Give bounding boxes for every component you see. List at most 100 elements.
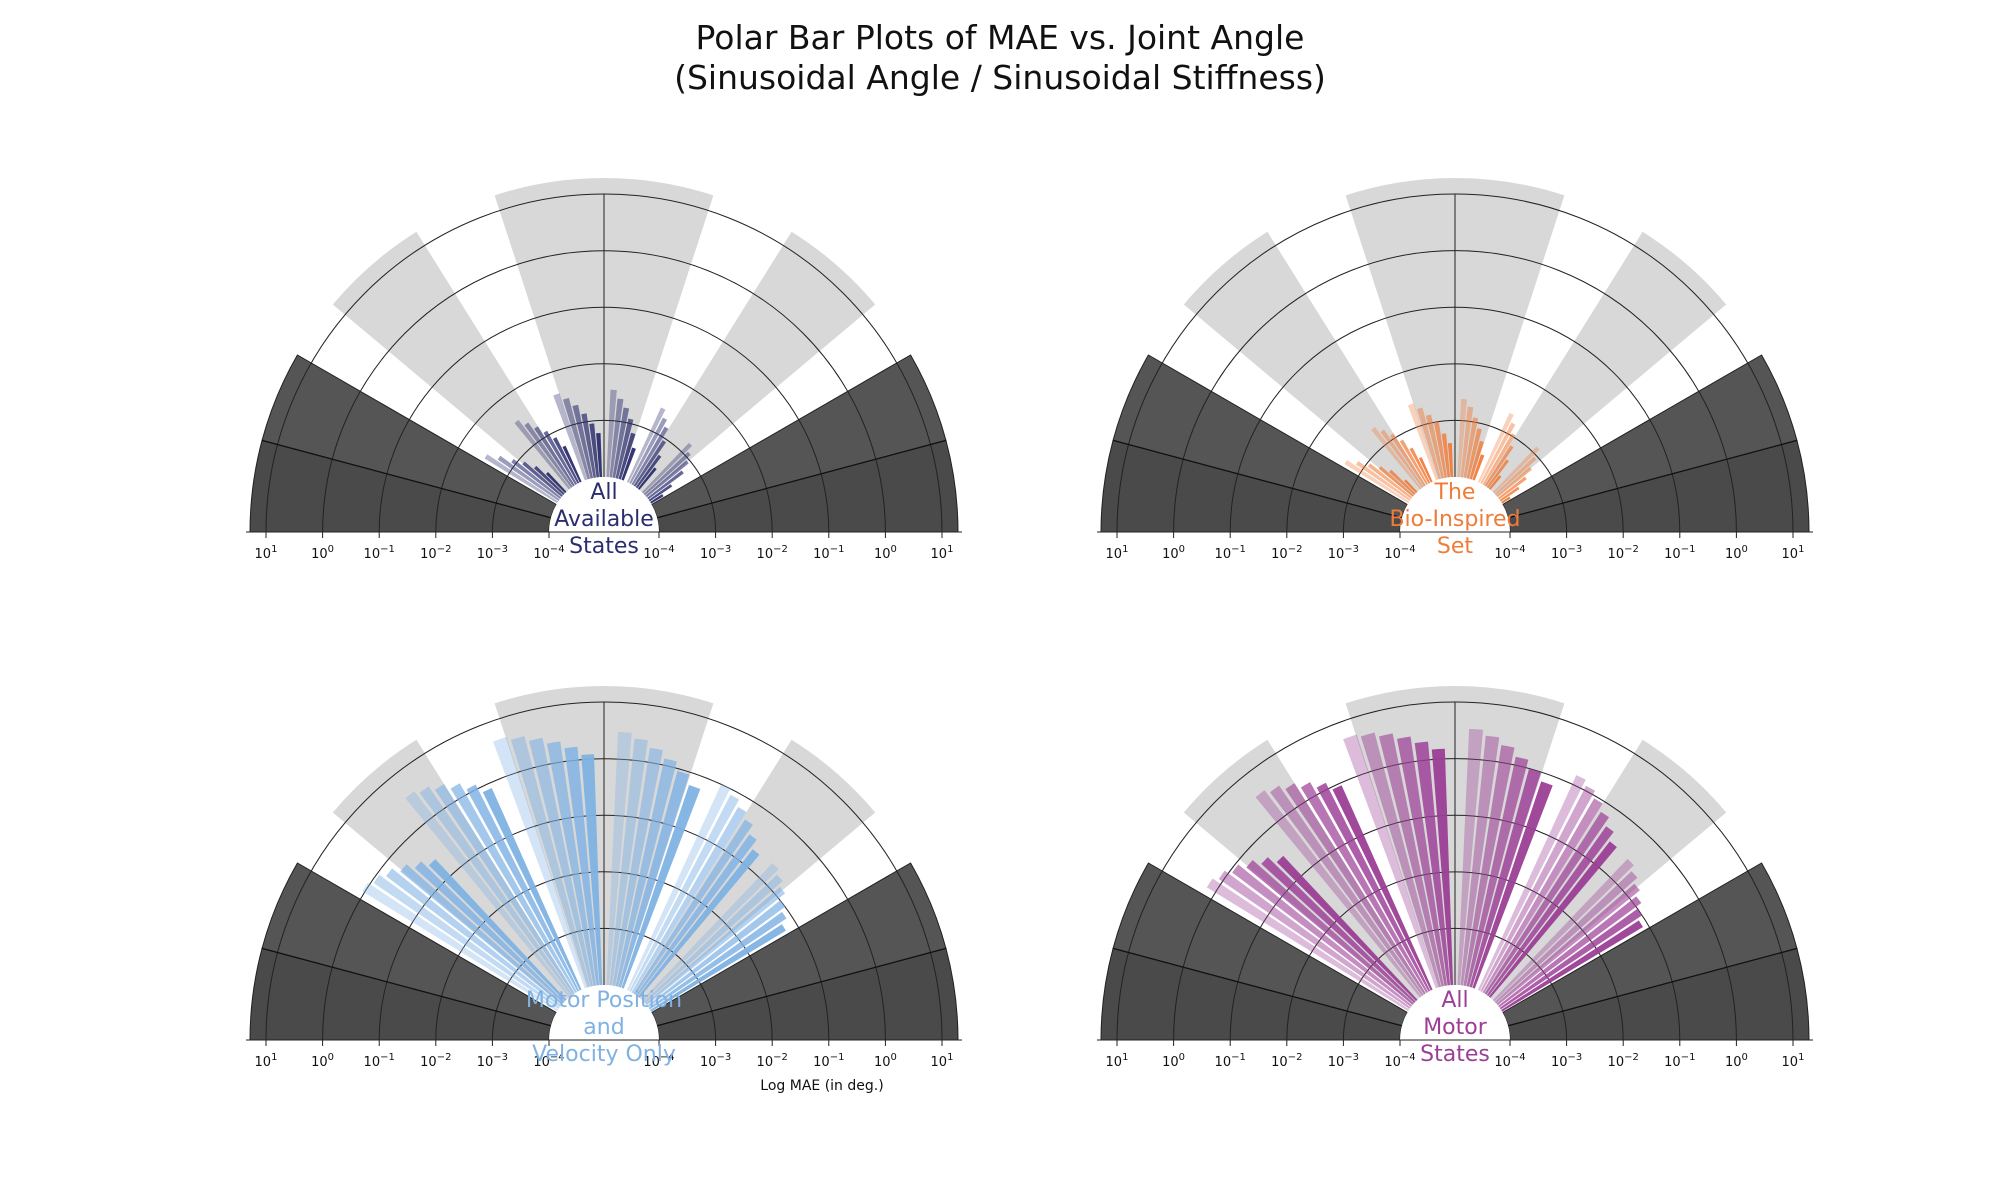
polar-bar	[1425, 414, 1445, 479]
polar-bar	[1409, 447, 1431, 484]
sector-divider	[261, 947, 552, 1027]
tick-label: 10−3	[477, 544, 508, 562]
polar-bar	[1496, 883, 1640, 1006]
figure-title-line1: Polar Bar Plots of MAE vs. Joint Angle	[695, 18, 1305, 57]
light-sector	[604, 178, 714, 480]
polar-bar	[562, 397, 591, 480]
tick-label: 101	[931, 1052, 954, 1070]
polar-bar	[618, 432, 636, 480]
polar-bar	[1255, 790, 1422, 998]
polar-chart-2: 101 101 100 100 10−1 10−1 10−2 10−2 10−3 10−3 10−4…	[1087, 178, 1823, 587]
polar-bar	[572, 404, 594, 479]
polar-bar	[648, 911, 787, 1010]
tick-label: 10−3	[1328, 1052, 1359, 1070]
polar-bar	[1494, 456, 1537, 496]
polar-bar	[581, 754, 603, 986]
polar-bar	[1447, 442, 1454, 478]
polar-bar	[1218, 870, 1411, 1010]
polar-bar	[1389, 433, 1426, 487]
tick-label: 10−4	[643, 544, 674, 562]
polar-bar	[629, 794, 740, 993]
chart-center-label: Set	[1437, 534, 1474, 559]
chart-center-label: States	[1420, 1042, 1490, 1067]
tick-label: 10−1	[1215, 1052, 1246, 1070]
polar-bar	[629, 417, 668, 485]
polar-bar	[1480, 785, 1596, 993]
polar-bar	[635, 454, 662, 489]
chart-center-label: States	[569, 534, 639, 559]
light-sector	[1455, 686, 1565, 988]
polar-bar	[1469, 768, 1542, 988]
polar-bar	[1484, 811, 1610, 995]
polar-bar	[633, 819, 753, 995]
polar-bar	[1494, 871, 1638, 1004]
chart-center-label: Motor Position	[526, 988, 682, 1013]
polar-bar	[648, 484, 673, 502]
tick-label: 101	[1106, 1052, 1129, 1070]
polar-bar	[631, 426, 669, 486]
polar-bar	[589, 423, 600, 478]
polar-bar	[643, 874, 783, 1004]
tick-label: 101	[255, 1052, 278, 1070]
polar-bar	[1499, 908, 1643, 1010]
tick-label: 101	[931, 544, 954, 562]
figure-title-line2: (Sinusoidal Angle / Sinusoidal Stiffness…	[674, 58, 1326, 97]
chart-center-label: and	[583, 1015, 624, 1040]
polar-bar	[543, 430, 578, 486]
chart-center-label: Velocity Only	[532, 1042, 676, 1067]
polar-bar	[609, 398, 624, 478]
polar-bar	[1300, 782, 1429, 994]
tick-label: 100	[1725, 1052, 1748, 1070]
tick-label: 10−2	[1608, 544, 1639, 562]
polar-bar	[1399, 439, 1429, 486]
tick-label: 10−3	[477, 1052, 508, 1070]
polar-bar	[635, 834, 757, 997]
tick-label: 10−2	[757, 544, 788, 562]
polar-bar	[522, 461, 563, 497]
polar-bar	[641, 863, 779, 1002]
tick-label: 100	[874, 1052, 897, 1070]
tick-label: 10−4	[1494, 544, 1525, 562]
polar-bar	[631, 807, 747, 994]
polar-bar	[1488, 475, 1502, 490]
tick-label: 10−3	[700, 544, 731, 562]
polar-bar	[1285, 783, 1426, 995]
polar-bar	[626, 407, 666, 483]
polar-bar	[626, 784, 731, 991]
tick-label: 10−2	[420, 544, 451, 562]
polar-bar	[650, 494, 664, 504]
polar-bar	[641, 442, 693, 494]
polar-bar	[1360, 732, 1442, 988]
baseline-mask	[1087, 532, 1823, 536]
tick-label: 10−2	[1271, 1052, 1302, 1070]
polar-bar	[1501, 920, 1643, 1012]
polar-bar	[647, 900, 786, 1008]
polar-bar	[386, 868, 562, 1007]
polar-bar	[609, 738, 648, 986]
polar-bar	[650, 924, 786, 1012]
polar-bar	[1344, 460, 1410, 504]
sector-divider	[656, 439, 947, 519]
polar-bar	[637, 849, 760, 998]
chart-center-label: Bio-Inspired	[1389, 507, 1520, 532]
polar-bar	[545, 472, 567, 494]
sector-divider	[1112, 439, 1403, 519]
polar-bar	[466, 784, 580, 992]
polar-bar	[1457, 728, 1484, 986]
polar-bar	[362, 882, 559, 1012]
polar-bar	[1469, 440, 1484, 480]
polar-bar	[511, 458, 562, 499]
polar-bar	[1232, 864, 1413, 1007]
polar-bar	[546, 741, 597, 986]
sector-divider	[656, 947, 947, 1027]
polar-bar	[482, 787, 582, 991]
chart-center-label: Motor	[1423, 1015, 1488, 1040]
polar-bar	[1486, 826, 1614, 997]
polar-bar	[553, 393, 588, 481]
light-sector	[494, 178, 604, 480]
tick-label: 10−1	[813, 544, 844, 562]
tick-label: 10−4	[1384, 1052, 1415, 1070]
tick-label: 10−1	[1664, 544, 1695, 562]
polar-bar	[1488, 841, 1617, 998]
polar-bar	[606, 731, 632, 986]
